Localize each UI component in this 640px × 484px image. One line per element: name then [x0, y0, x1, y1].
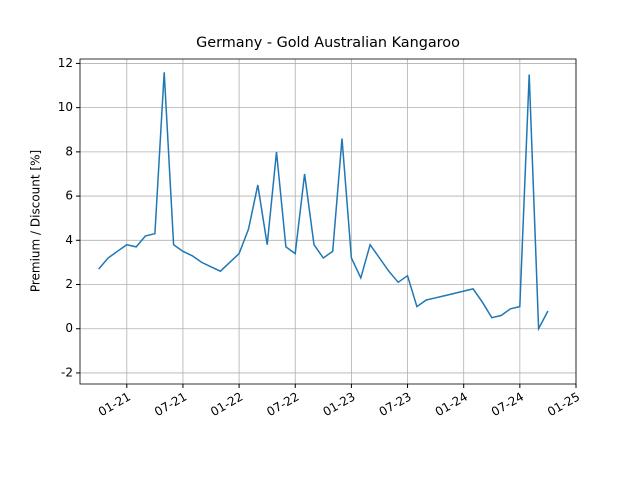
x-tick-label: 01-21	[96, 390, 133, 420]
y-tick-label: -2	[61, 365, 73, 379]
y-tick-label: 12	[58, 56, 73, 70]
plot-frame	[79, 58, 577, 385]
y-tick-label: 10	[58, 100, 73, 114]
x-tick-label: 01-24	[433, 390, 470, 420]
x-tick-label: 07-22	[264, 390, 301, 420]
x-tick-label: 07-21	[152, 390, 189, 420]
y-tick-label: 8	[65, 144, 73, 158]
y-tick-label: 0	[65, 321, 73, 335]
x-tick-label: 01-23	[320, 390, 357, 420]
x-tick-label: 07-24	[489, 390, 526, 420]
y-tick-label: 6	[65, 189, 73, 203]
y-tick-label: 4	[65, 233, 73, 247]
x-tick-label: 07-23	[377, 390, 414, 420]
data-line	[98, 72, 549, 332]
y-tick-label: 2	[65, 277, 73, 291]
x-tick-label: 01-25	[545, 390, 582, 420]
chart-title: Germany - Gold Australian Kangaroo	[196, 35, 460, 51]
y-axis-label: Premium / Discount [%]	[29, 150, 43, 292]
x-tick-label: 01-22	[208, 390, 245, 420]
